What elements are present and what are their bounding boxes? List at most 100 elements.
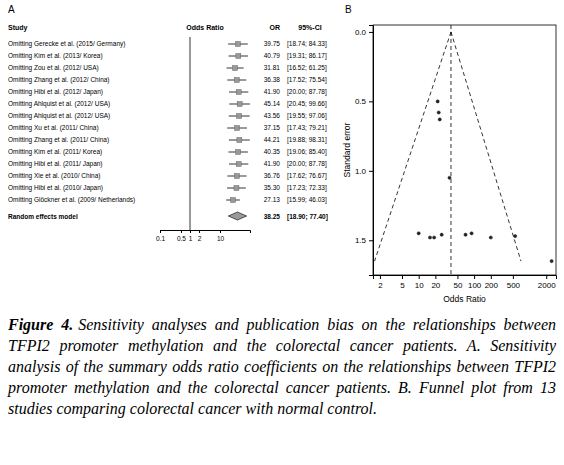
tick-label: 100 xyxy=(468,281,482,290)
ci-label: [17.62; 76.67] xyxy=(287,172,327,180)
tick-mark xyxy=(435,275,436,279)
tick-mark xyxy=(369,101,373,102)
forest-marks xyxy=(190,37,250,230)
estimate-square xyxy=(233,66,238,71)
column-header: OR xyxy=(270,24,281,31)
estimate-square xyxy=(236,150,241,155)
study-label: Omitting Glöckner et al. (2009/ Netherla… xyxy=(8,196,135,204)
caption-text: Sensitivity analyses and publication bia… xyxy=(8,316,556,417)
x-axis: 0.10.51210 xyxy=(156,230,251,242)
or-label: 35.30 xyxy=(264,184,281,191)
study-label: Omitting Hibi et al. (2011/ Japan) xyxy=(8,160,103,168)
study-label: Omitting Xie et al. (2010/ China) xyxy=(8,172,101,180)
column-header: Study xyxy=(8,24,28,32)
tick-label: 200 xyxy=(485,281,499,290)
tick: 0.0 xyxy=(355,28,373,37)
study-label: Omitting Zhang et al. (2012/ China) xyxy=(8,76,110,84)
funnel-line xyxy=(451,32,521,261)
estimate-square xyxy=(237,114,242,119)
tick: 2000 xyxy=(538,275,556,290)
study-label: Omitting Xu et al. (2011/ China) xyxy=(8,124,99,132)
ci-label: [17.23; 72.33] xyxy=(287,184,327,192)
study-point xyxy=(514,235,517,238)
tick-label: 5 xyxy=(400,281,405,290)
caption-label: Figure 4. xyxy=(8,316,73,333)
or-label: 39.75 xyxy=(264,40,281,47)
tick: 2 xyxy=(198,230,202,242)
study-label: Omitting Hibi et al. (2012/ Japan) xyxy=(8,88,103,96)
study-point xyxy=(464,233,467,236)
study-label: Omitting Kim et al. (2011/ Korea) xyxy=(8,148,102,156)
panel-b: B2510205010020050020000.00.51.01.5Odds R… xyxy=(342,4,557,304)
summary-label: Random effects model xyxy=(8,213,78,220)
tick: 200 xyxy=(485,275,499,290)
tick-label: 1 xyxy=(189,235,193,242)
tick-label: 1.5 xyxy=(355,236,367,245)
tick-mark xyxy=(369,240,373,241)
tick-mark xyxy=(513,275,514,279)
tick: 1.5 xyxy=(355,236,373,245)
tick-mark xyxy=(369,171,373,172)
study-point xyxy=(489,236,492,239)
tick-mark xyxy=(160,230,161,233)
ci-label: [20.00; 87.78] xyxy=(287,160,327,168)
estimate-square xyxy=(231,198,236,203)
axis-line xyxy=(161,231,251,234)
study-label: Omitting Gerecke et al. (2015/ Germany) xyxy=(8,40,125,48)
estimate-square xyxy=(237,138,242,143)
axis-line xyxy=(369,26,374,276)
ci-label: [20.45; 99.66] xyxy=(287,100,327,108)
estimate-square xyxy=(235,42,240,47)
study-point xyxy=(437,111,440,114)
or-label: 36.38 xyxy=(264,76,281,83)
funnel-marks xyxy=(375,25,554,275)
tick-label: 0.5 xyxy=(177,235,186,242)
reference-line xyxy=(190,37,191,230)
panel-a: AStudyOdds RatioOR95%-CIOmitting Gerecke… xyxy=(8,4,328,242)
tick: 10 xyxy=(415,275,424,290)
estimate-square xyxy=(235,126,240,131)
estimate-square xyxy=(236,90,241,95)
tick-mark xyxy=(181,230,182,233)
estimate-square xyxy=(234,78,239,83)
study-point xyxy=(438,118,441,121)
tick-mark xyxy=(199,230,200,233)
tick: 500 xyxy=(507,275,521,290)
study-point xyxy=(436,100,439,103)
ci-label: [19.31; 86.17] xyxy=(287,52,327,60)
tick: 5 xyxy=(400,275,405,290)
study-label: Omitting Hibi et al. (2010/ Japan) xyxy=(8,184,103,192)
estimate-square xyxy=(234,174,239,179)
tick-label: 0.0 xyxy=(355,28,367,37)
figure: AStudyOdds RatioOR95%-CIOmitting Gerecke… xyxy=(0,0,564,310)
panel-label: A xyxy=(8,4,15,15)
tick: 1.0 xyxy=(355,167,373,176)
center-line xyxy=(450,25,451,275)
ci-label: [18.90; 77.40] xyxy=(287,213,328,221)
ci-label: [17.43; 79.21] xyxy=(287,124,327,132)
ci-label: [19.06; 85.40] xyxy=(287,148,327,156)
tick: 0.5 xyxy=(177,230,186,242)
tick: 1 xyxy=(189,230,193,242)
ci-label: [16.52; 61.25] xyxy=(287,64,327,72)
ci-label: [15.99; 46.03] xyxy=(287,196,327,204)
tick-mark xyxy=(190,230,191,233)
study-point xyxy=(428,236,431,239)
axis-line xyxy=(374,276,557,280)
tick-label: 20 xyxy=(431,281,440,290)
tick-label: 2 xyxy=(198,235,202,242)
funnel-line xyxy=(375,32,451,261)
or-label: 31.81 xyxy=(264,64,281,71)
study-point xyxy=(448,176,451,179)
or-label: 40.79 xyxy=(264,52,281,59)
estimate-square xyxy=(236,162,241,167)
tick-mark xyxy=(380,275,381,279)
or-label: 40.35 xyxy=(264,148,281,155)
study-point xyxy=(550,260,553,263)
tick-mark xyxy=(402,275,403,279)
summary-diamond xyxy=(228,212,246,220)
or-label: 41.90 xyxy=(264,88,281,95)
tick-label: 0.1 xyxy=(156,235,165,242)
column-header: 95%-CI xyxy=(298,24,321,31)
study-label: Omitting Ahlquist et al. (2012/ USA) xyxy=(8,100,110,108)
